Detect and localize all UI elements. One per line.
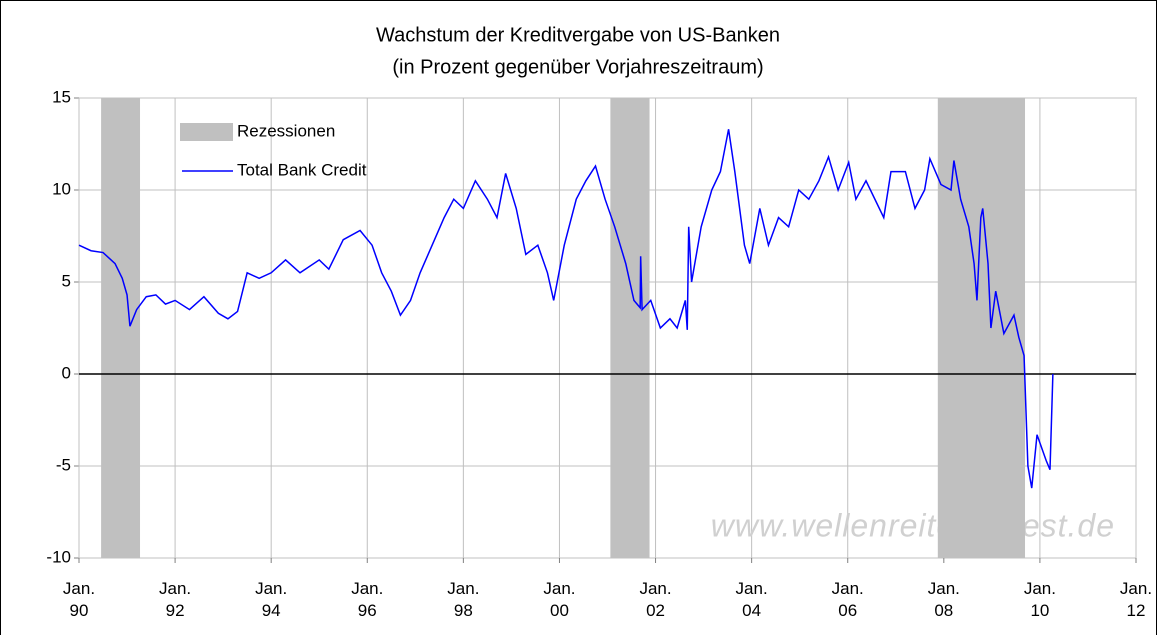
x-tick-label: Jan. 06: [831, 579, 864, 620]
line-series: [78, 129, 1054, 489]
recession-band: [937, 98, 1026, 558]
x-tick-label: Jan. 96: [351, 579, 384, 620]
y-tick-label: 15: [52, 87, 71, 106]
chart-title: Wachstum der Kreditvergabe von US-Banken: [376, 24, 780, 46]
x-tick-label: Jan. 08: [927, 579, 960, 620]
y-tick-label: 0: [62, 363, 71, 382]
legend-label: Total Bank Credit: [237, 160, 367, 179]
x-tick-label: Jan. 92: [159, 579, 192, 620]
recession-band: [101, 98, 141, 558]
x-tick-label: Jan. 00: [543, 579, 576, 620]
x-tick-label: Jan. 04: [735, 579, 768, 620]
y-tick-label: 10: [52, 179, 71, 198]
x-tick-label: Jan. 10: [1023, 579, 1056, 620]
y-tick-label: -10: [46, 547, 71, 566]
y-tick-label: 5: [62, 271, 71, 290]
recession-band: [610, 98, 650, 558]
x-tick-label: Jan. 12: [1119, 579, 1153, 620]
x-tick-label: Jan. 02: [639, 579, 672, 620]
watermark: www.wellenreiter-invest.de: [711, 507, 1115, 543]
x-tick-label: Jan. 98: [447, 579, 480, 620]
y-tick-label: -5: [56, 455, 71, 474]
x-tick-label: Jan. 90: [62, 579, 96, 620]
x-tick-label: Jan. 94: [255, 579, 288, 620]
legend-label: Rezessionen: [237, 121, 335, 140]
legend-swatch: [180, 123, 233, 141]
chart-subtitle: (in Prozent gegenüber Vorjahreszeitraum): [392, 56, 763, 78]
